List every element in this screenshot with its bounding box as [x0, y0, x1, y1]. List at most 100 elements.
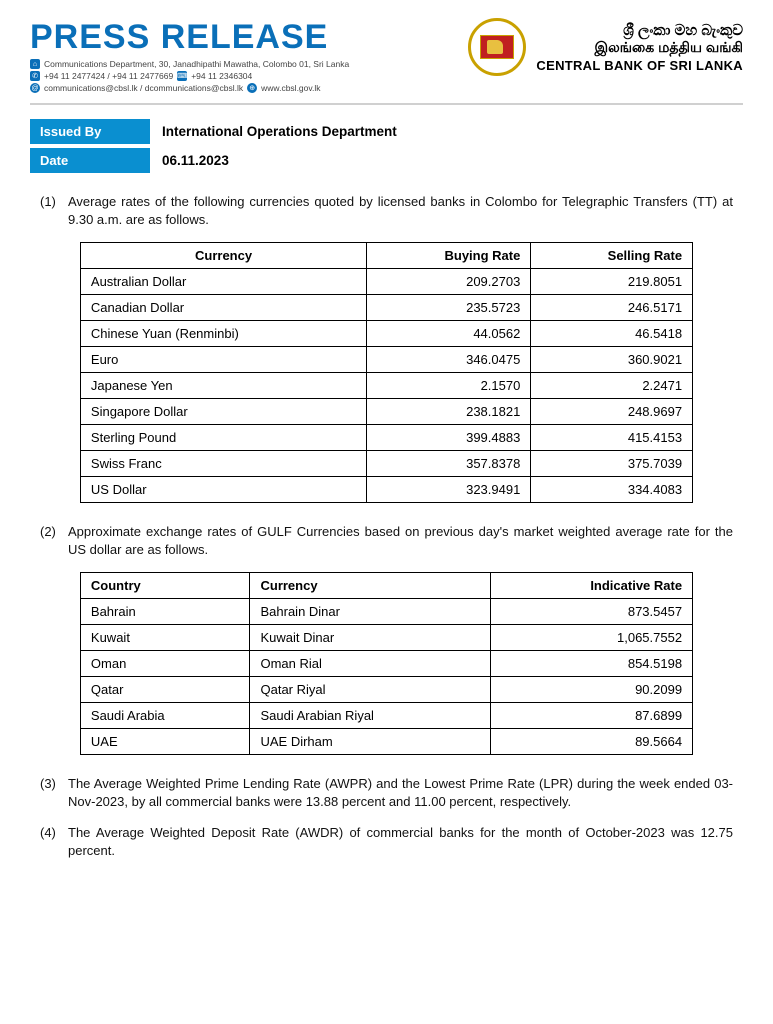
gulf-currency-cell: Qatar Riyal: [250, 677, 491, 703]
section4-text: (4) The Average Weighted Deposit Rate (A…: [40, 824, 733, 859]
table-row: Swiss Franc357.8378375.7039: [80, 451, 692, 477]
table-row: OmanOman Rial854.5198: [80, 651, 692, 677]
section4-body: The Average Weighted Deposit Rate (AWDR)…: [68, 824, 733, 859]
currency-cell: Chinese Yuan (Renminbi): [80, 321, 366, 347]
gulf-rates-table: Country Currency Indicative Rate Bahrain…: [80, 572, 693, 755]
address-text: Communications Department, 30, Janadhipa…: [44, 59, 349, 69]
header-left: PRESS RELEASE ⌂ Communications Departmen…: [30, 18, 468, 93]
col-indicative: Indicative Rate: [491, 573, 693, 599]
col-currency: Currency: [80, 243, 366, 269]
col-buying: Buying Rate: [367, 243, 531, 269]
col-gulf-currency: Currency: [250, 573, 491, 599]
buying-cell: 346.0475: [367, 347, 531, 373]
tt-rates-table: Currency Buying Rate Selling Rate Austra…: [80, 242, 693, 503]
currency-cell: Australian Dollar: [80, 269, 366, 295]
table-header-row: Currency Buying Rate Selling Rate: [80, 243, 692, 269]
selling-cell: 415.4153: [531, 425, 693, 451]
fax-icon: ⌨: [177, 71, 187, 81]
table-row: Singapore Dollar238.1821248.9697: [80, 399, 692, 425]
country-cell: Kuwait: [80, 625, 250, 651]
indicative-cell: 89.5664: [491, 729, 693, 755]
email-icon: @: [30, 83, 40, 93]
phone-icon: ✆: [30, 71, 40, 81]
gulf-currency-cell: Kuwait Dinar: [250, 625, 491, 651]
bank-name-tamil: இலங்கை மத்திய வங்கி: [536, 39, 743, 58]
location-icon: ⌂: [30, 59, 40, 69]
gulf-currency-cell: Oman Rial: [250, 651, 491, 677]
table-row: BahrainBahrain Dinar873.5457: [80, 599, 692, 625]
table-row: Japanese Yen2.15702.2471: [80, 373, 692, 399]
currency-cell: Singapore Dollar: [80, 399, 366, 425]
col-country: Country: [80, 573, 250, 599]
contact-email-line: @ communications@cbsl.lk / dcommunicatio…: [30, 83, 468, 93]
issued-by-value: International Operations Department: [150, 124, 397, 139]
indicative-cell: 1,065.7552: [491, 625, 693, 651]
country-cell: Bahrain: [80, 599, 250, 625]
buying-cell: 44.0562: [367, 321, 531, 347]
cbsl-logo-icon: [468, 18, 526, 76]
bank-name-sinhala: ශ්‍රී ලංකා මහ බැංකුව: [536, 22, 743, 39]
section3-text: (3) The Average Weighted Prime Lending R…: [40, 775, 733, 810]
table-row: Canadian Dollar235.5723246.5171: [80, 295, 692, 321]
selling-cell: 334.4083: [531, 477, 693, 503]
selling-cell: 2.2471: [531, 373, 693, 399]
selling-cell: 46.5418: [531, 321, 693, 347]
web-icon: ⊕: [247, 83, 257, 93]
table-row: KuwaitKuwait Dinar1,065.7552: [80, 625, 692, 651]
table-row: Sterling Pound399.4883415.4153: [80, 425, 692, 451]
bank-name-english: CENTRAL BANK OF SRI LANKA: [536, 58, 743, 73]
currency-cell: Canadian Dollar: [80, 295, 366, 321]
gulf-currency-cell: Bahrain Dinar: [250, 599, 491, 625]
date-label: Date: [30, 148, 150, 173]
table-row: Australian Dollar209.2703219.8051: [80, 269, 692, 295]
buying-cell: 238.1821: [367, 399, 531, 425]
currency-cell: US Dollar: [80, 477, 366, 503]
section4-number: (4): [40, 824, 62, 859]
section3-body: The Average Weighted Prime Lending Rate …: [68, 775, 733, 810]
currency-cell: Japanese Yen: [80, 373, 366, 399]
country-cell: Oman: [80, 651, 250, 677]
contact-address-line: ⌂ Communications Department, 30, Janadhi…: [30, 59, 468, 69]
section2-text: (2) Approximate exchange rates of GULF C…: [40, 523, 733, 558]
buying-cell: 235.5723: [367, 295, 531, 321]
indicative-cell: 90.2099: [491, 677, 693, 703]
email-text: communications@cbsl.lk / dcommunications…: [44, 83, 243, 93]
section3-number: (3): [40, 775, 62, 810]
table-row: QatarQatar Riyal90.2099: [80, 677, 692, 703]
section2-number: (2): [40, 523, 62, 558]
buying-cell: 2.1570: [367, 373, 531, 399]
section1-text: (1) Average rates of the following curre…: [40, 193, 733, 228]
phone1-text: +94 11 2477424 / +94 11 2477669: [44, 71, 173, 81]
selling-cell: 375.7039: [531, 451, 693, 477]
contact-phone-line: ✆ +94 11 2477424 / +94 11 2477669 ⌨ +94 …: [30, 71, 468, 81]
country-cell: Qatar: [80, 677, 250, 703]
buying-cell: 323.9491: [367, 477, 531, 503]
selling-cell: 360.9021: [531, 347, 693, 373]
indicative-cell: 87.6899: [491, 703, 693, 729]
table-row: Euro346.0475360.9021: [80, 347, 692, 373]
gulf-currency-cell: UAE Dirham: [250, 729, 491, 755]
table-row: Chinese Yuan (Renminbi)44.056246.5418: [80, 321, 692, 347]
buying-cell: 399.4883: [367, 425, 531, 451]
country-cell: Saudi Arabia: [80, 703, 250, 729]
header-right: ශ්‍රී ලංකා මහ බැංකුව இலங்கை மத்திய வங்கி…: [468, 18, 743, 76]
table-row: UAEUAE Dirham89.5664: [80, 729, 692, 755]
currency-cell: Sterling Pound: [80, 425, 366, 451]
indicative-cell: 854.5198: [491, 651, 693, 677]
selling-cell: 248.9697: [531, 399, 693, 425]
table-row: Saudi ArabiaSaudi Arabian Riyal87.6899: [80, 703, 692, 729]
currency-cell: Swiss Franc: [80, 451, 366, 477]
date-value: 06.11.2023: [150, 153, 229, 168]
selling-cell: 246.5171: [531, 295, 693, 321]
phone2-text: +94 11 2346304: [191, 71, 252, 81]
web-text: www.cbsl.gov.lk: [261, 83, 320, 93]
gulf-currency-cell: Saudi Arabian Riyal: [250, 703, 491, 729]
bank-name-block: ශ්‍රී ලංකා මහ බැංකුව இலங்கை மத்திய வங்கி…: [536, 22, 743, 73]
selling-cell: 219.8051: [531, 269, 693, 295]
section1-number: (1): [40, 193, 62, 228]
table-header-row: Country Currency Indicative Rate: [80, 573, 692, 599]
issued-by-label: Issued By: [30, 119, 150, 144]
col-selling: Selling Rate: [531, 243, 693, 269]
country-cell: UAE: [80, 729, 250, 755]
document-header: PRESS RELEASE ⌂ Communications Departmen…: [30, 18, 743, 105]
